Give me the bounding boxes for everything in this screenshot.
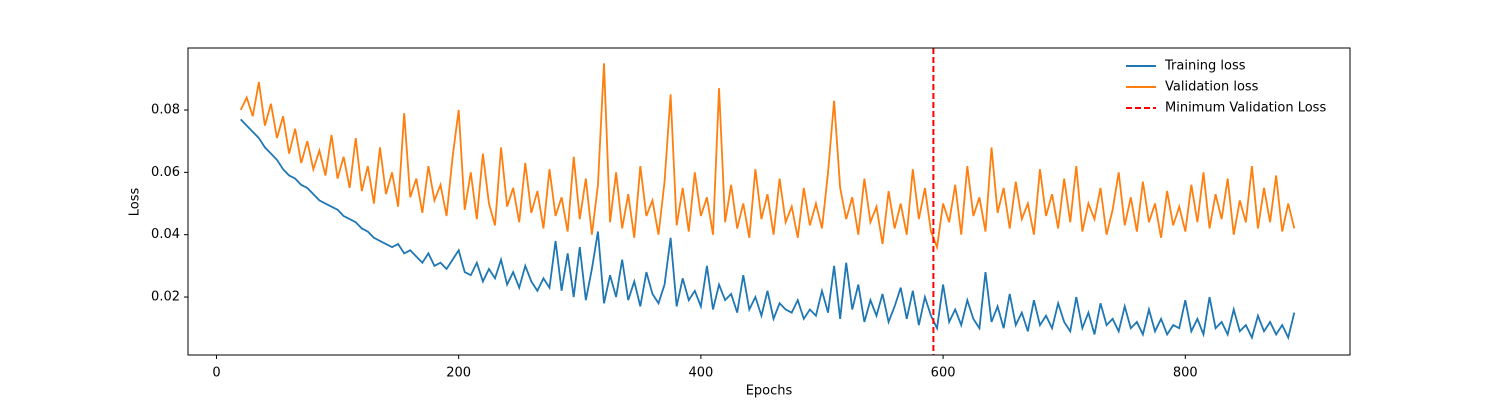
x-tick-label: 800: [1173, 366, 1198, 381]
series-line: [240, 118, 1296, 341]
y-tick-label: 0.06: [151, 165, 180, 180]
plot-frame: [187, 47, 1351, 356]
y-tick-label: 0.08: [151, 103, 180, 118]
series-line: [239, 63, 1296, 251]
x-tick-label: 600: [931, 366, 956, 381]
y-axis-label: Loss: [128, 188, 143, 217]
legend-label: Validation loss: [1165, 80, 1259, 95]
y-tick-label: 0.02: [151, 290, 180, 305]
x-tick-label: 0: [212, 366, 220, 381]
y-tick-label: 0.04: [151, 227, 180, 242]
x-tick-label: 200: [446, 366, 471, 381]
x-axis-label: Epochs: [746, 384, 793, 399]
x-tick-label: 400: [688, 366, 713, 381]
legend-label: Training loss: [1164, 59, 1246, 74]
legend-label: Minimum Validation Loss: [1165, 101, 1326, 116]
